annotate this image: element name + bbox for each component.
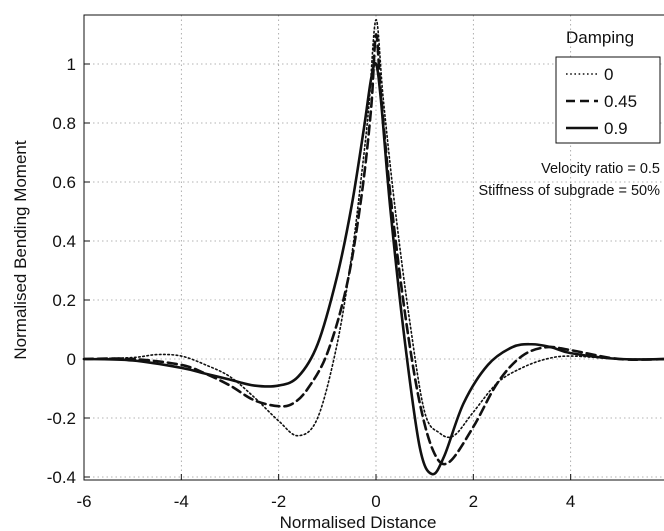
- x-tick-label: 0: [371, 492, 380, 511]
- x-axis-label: Normalised Distance: [280, 513, 437, 531]
- legend-title: Damping: [566, 28, 634, 47]
- y-tick-label: -0.4: [47, 468, 76, 487]
- y-tick-label: 0.8: [52, 114, 76, 133]
- y-tick-label: 0.6: [52, 173, 76, 192]
- legend-label-0-45: 0.45: [604, 92, 637, 111]
- legend-label-0-9: 0.9: [604, 119, 628, 138]
- x-tick-label: -6: [76, 492, 91, 511]
- y-tick-label: 1: [67, 55, 76, 74]
- x-tick-label: 4: [566, 492, 575, 511]
- annotation-subgrade-stiffness: Stiffness of subgrade = 50%: [478, 183, 660, 199]
- annotation-velocity-ratio: Velocity ratio = 0.5: [541, 161, 660, 177]
- x-tick-label: -2: [271, 492, 286, 511]
- x-tick-label: -4: [174, 492, 189, 511]
- x-tick-label: 2: [469, 492, 478, 511]
- y-tick-label: 0.4: [52, 232, 76, 251]
- y-tick-label: 0.2: [52, 291, 76, 310]
- y-tick-label: -0.2: [47, 409, 76, 428]
- y-tick-label: 0: [67, 350, 76, 369]
- y-axis-label: Normalised Bending Moment: [11, 140, 30, 359]
- legend-label-0: 0: [604, 65, 613, 84]
